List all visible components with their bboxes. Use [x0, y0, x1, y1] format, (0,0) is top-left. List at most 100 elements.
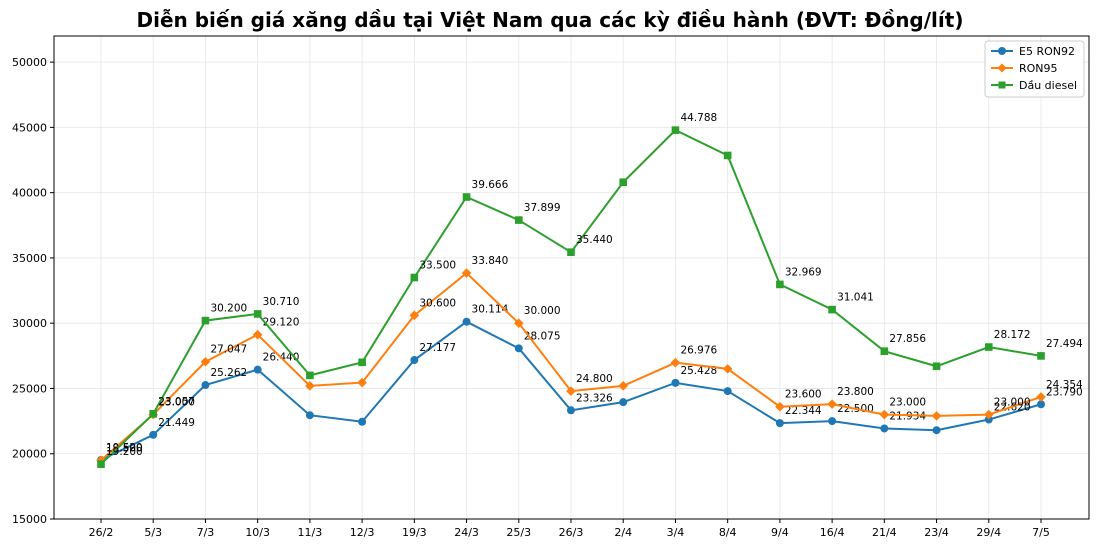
data-point [201, 316, 210, 325]
data-label: 32.969 [785, 266, 822, 278]
data-label: 22.344 [785, 405, 822, 417]
data-label: 28.075 [524, 330, 561, 342]
y-tick-label: 25000 [12, 382, 47, 395]
data-point [776, 280, 784, 289]
data-point [200, 356, 211, 367]
data-label: 23.326 [576, 392, 613, 404]
data-label: 27.494 [1046, 338, 1083, 350]
data-point [567, 406, 575, 415]
data-label: 24.800 [576, 373, 613, 385]
data-label: 21.934 [889, 410, 926, 422]
data-point [775, 419, 784, 428]
legend-marker [998, 81, 1006, 89]
x-tick-label: 24/3 [454, 526, 479, 539]
data-point [775, 401, 785, 412]
data-point [722, 364, 733, 374]
data-point [932, 426, 941, 435]
x-tick-label: 16/4 [820, 526, 845, 539]
data-point [252, 329, 263, 340]
data-label: 26.976 [680, 345, 717, 357]
data-point [828, 417, 837, 426]
data-label: 19.200 [106, 446, 143, 458]
data-point [306, 371, 314, 380]
data-point [880, 424, 889, 433]
data-point [409, 310, 420, 321]
plot-frame [53, 35, 1090, 520]
y-tick-label: 45000 [12, 121, 47, 134]
legend-label: RON95 [1019, 62, 1058, 75]
y-tick-label: 35000 [12, 252, 47, 265]
data-point [149, 430, 158, 439]
data-label: 39.666 [472, 179, 509, 191]
data-label: 27.856 [889, 333, 926, 345]
data-point [305, 381, 315, 391]
data-point [723, 387, 732, 396]
y-tick-label: 30000 [12, 317, 47, 330]
data-point [97, 460, 105, 468]
x-tick-label: 2/4 [614, 526, 632, 539]
data-point [619, 178, 628, 187]
data-point [410, 273, 419, 282]
data-point [670, 357, 681, 368]
data-point [619, 398, 628, 407]
data-label: 30.114 [472, 304, 509, 316]
legend-label: E5 RON92 [1019, 45, 1075, 58]
data-point [618, 381, 629, 391]
data-label: 23.790 [1046, 386, 1083, 398]
data-point [201, 381, 210, 390]
data-point [984, 415, 993, 424]
x-tick-label: 26/3 [559, 526, 584, 539]
x-tick-label: 5/3 [144, 526, 162, 539]
data-point [461, 268, 472, 278]
data-point [671, 378, 680, 387]
data-point [514, 344, 523, 353]
data-label: 33.840 [472, 255, 509, 267]
data-point [305, 411, 314, 420]
data-point [462, 317, 471, 326]
chart-title: Diễn biến giá xăng dầu tại Việt Nam qua … [136, 8, 964, 32]
data-point [253, 310, 262, 318]
data-point [1036, 392, 1046, 402]
data-label: 33.500 [419, 260, 456, 272]
data-label: 21.449 [158, 417, 195, 429]
data-point [410, 356, 419, 365]
data-point [879, 409, 890, 420]
x-tick-label: 10/3 [245, 526, 270, 539]
x-tick-label: 26/2 [89, 526, 114, 539]
data-point [723, 151, 732, 160]
data-point [1037, 400, 1045, 409]
data-point [96, 455, 106, 466]
y-tick-label: 15000 [12, 513, 47, 526]
data-label: 25.428 [680, 365, 717, 377]
data-point [566, 386, 576, 396]
data-label: 35.440 [576, 234, 613, 246]
x-tick-label: 23/4 [924, 526, 949, 539]
x-tick-label: 25/3 [506, 526, 531, 539]
data-label: 30.200 [210, 303, 247, 315]
data-point [880, 347, 889, 355]
data-point [462, 193, 471, 201]
legend-marker [998, 47, 1006, 55]
data-label: 30.710 [263, 296, 300, 308]
data-point [671, 126, 680, 134]
data-point [358, 358, 366, 367]
data-point [358, 417, 367, 426]
x-tick-label: 3/4 [667, 526, 685, 539]
x-tick-label: 12/3 [350, 526, 375, 539]
data-label: 23.000 [889, 397, 926, 409]
y-tick-label: 50000 [12, 56, 47, 69]
data-label: 24.354 [1046, 379, 1083, 391]
data-label: 25.262 [210, 367, 247, 379]
data-label: 27.047 [210, 344, 247, 356]
data-point [514, 216, 523, 224]
y-tick-label: 40000 [12, 187, 47, 200]
data-point [567, 248, 575, 256]
x-tick-label: 21/4 [872, 526, 897, 539]
data-point [984, 343, 993, 351]
x-tick-label: 19/3 [402, 526, 427, 539]
legend-label: Dầu diesel [1019, 79, 1077, 92]
data-label: 30.600 [419, 297, 456, 309]
data-label: 23.800 [837, 386, 874, 398]
data-label: 28.172 [994, 329, 1031, 341]
data-point [1037, 352, 1045, 360]
